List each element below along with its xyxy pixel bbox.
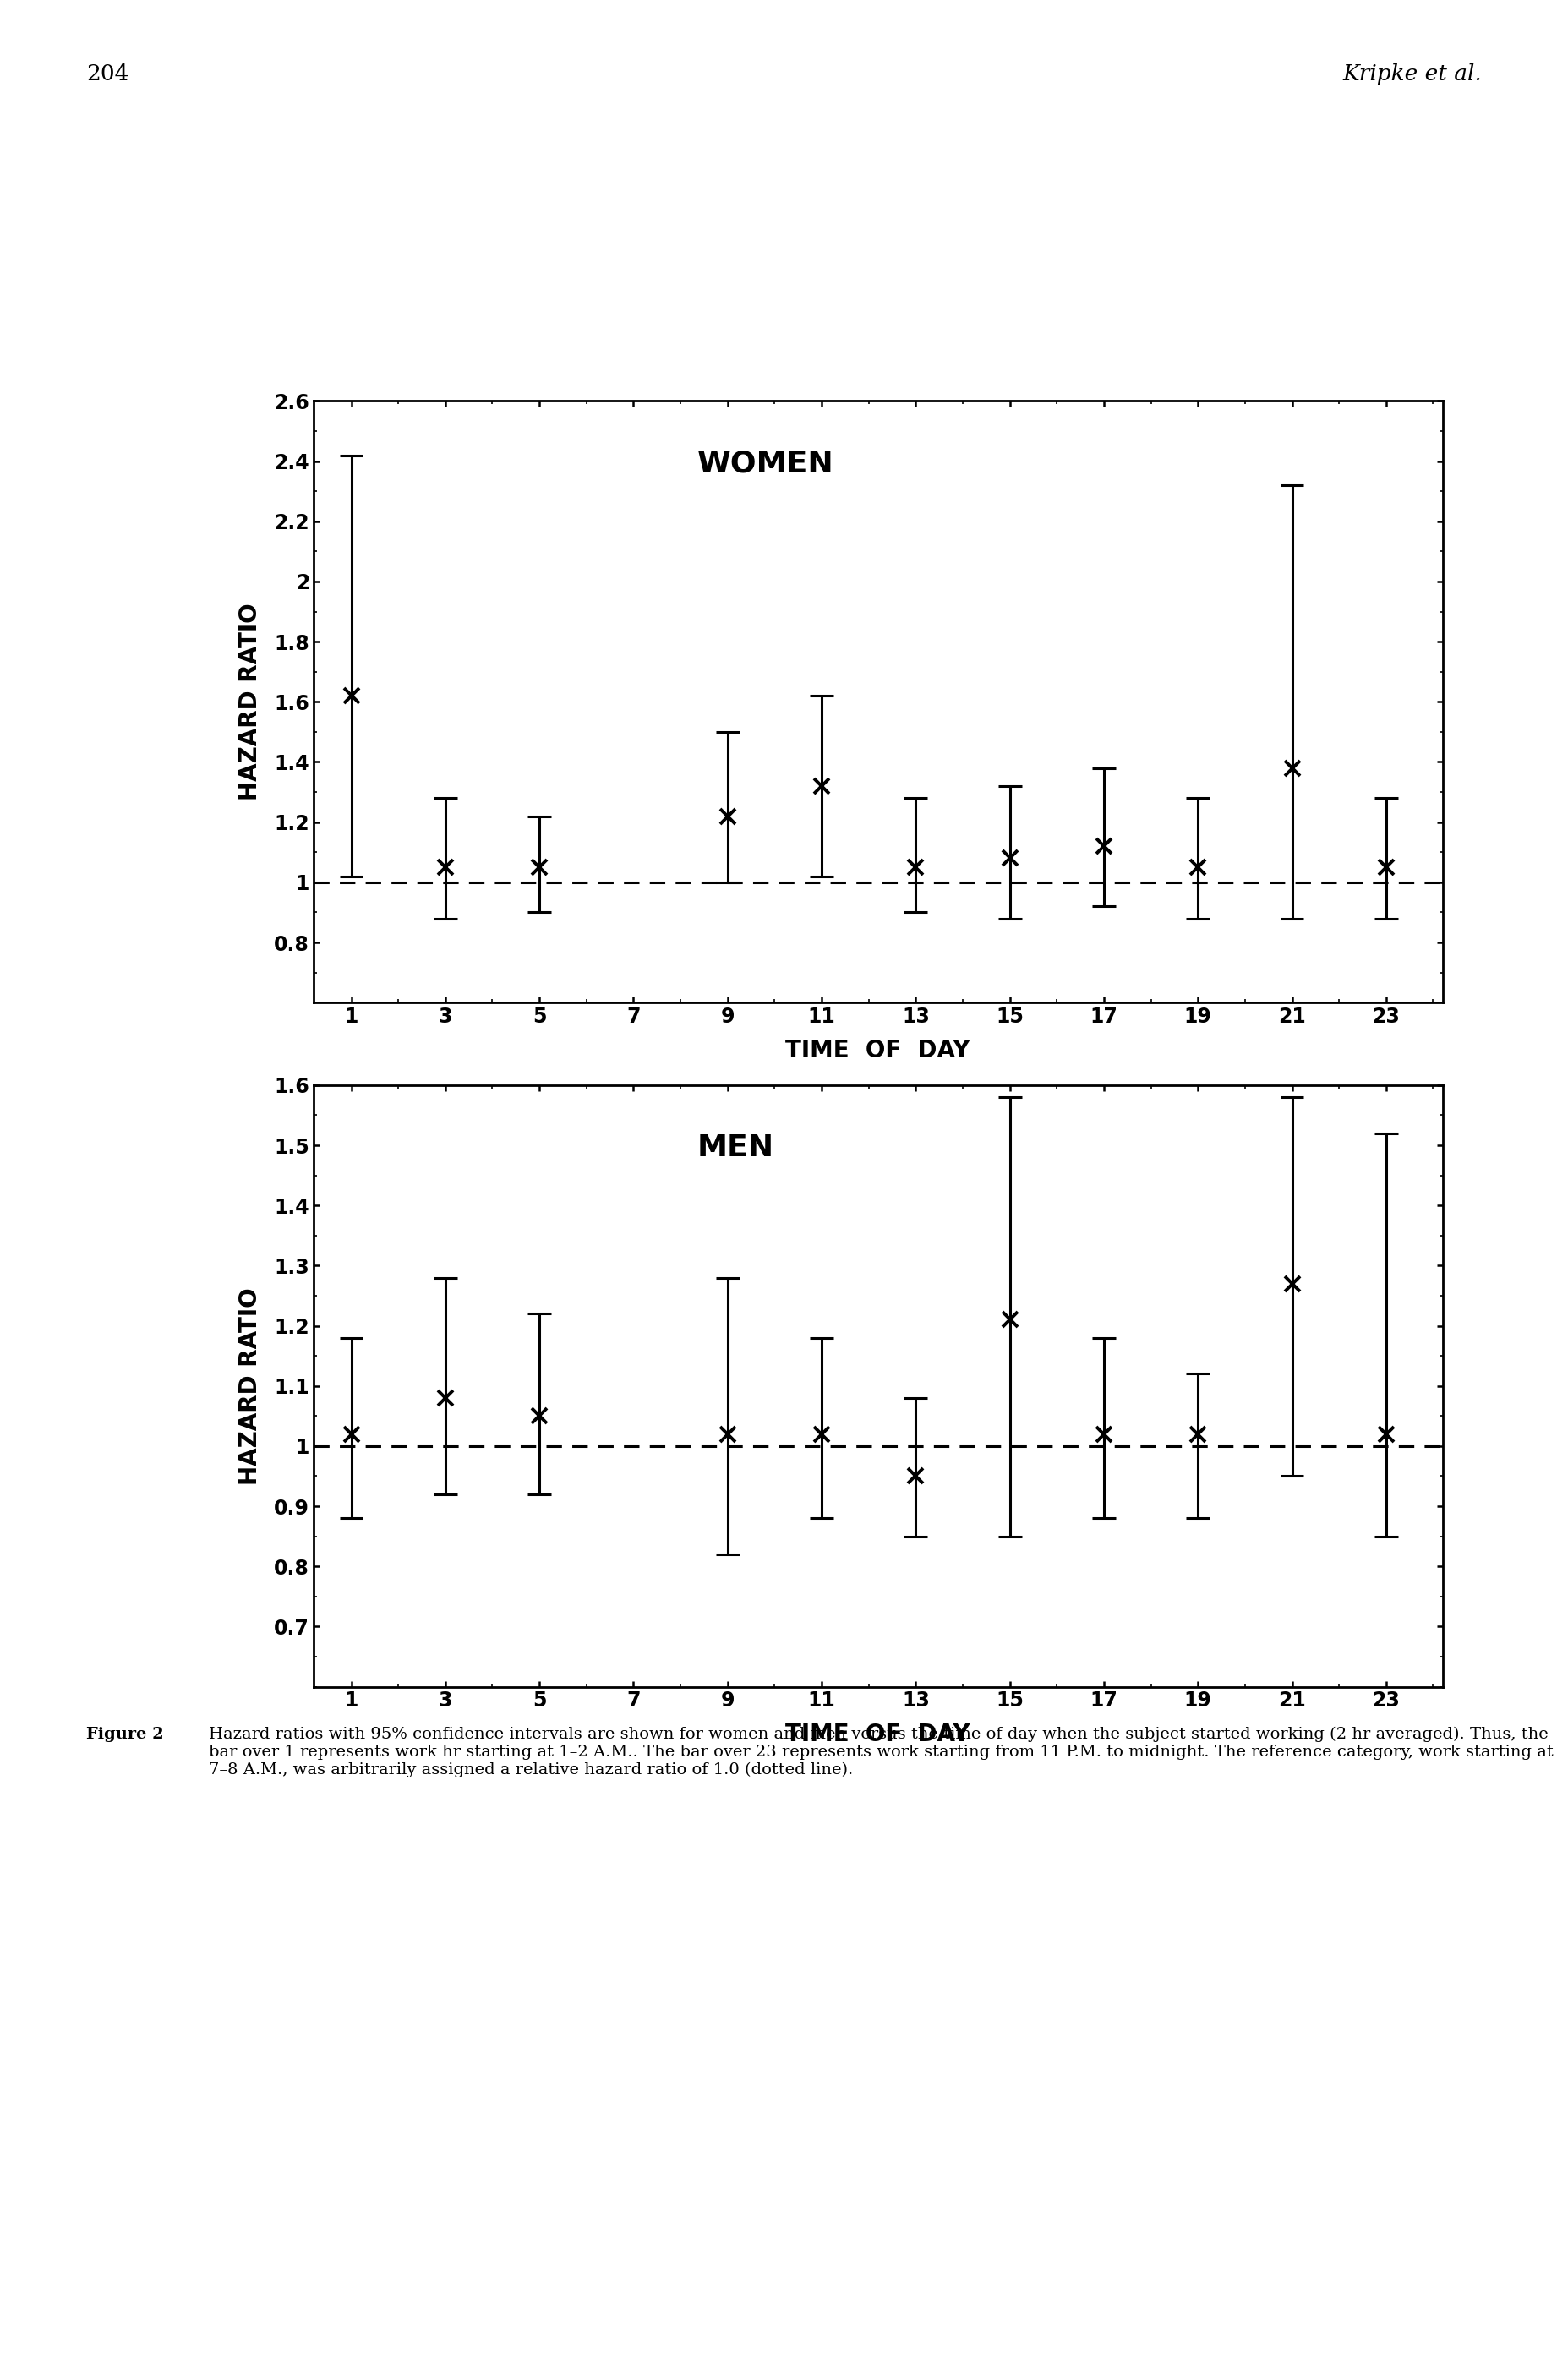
Y-axis label: HAZARD RATIO: HAZARD RATIO — [238, 604, 262, 800]
X-axis label: TIME  OF  DAY: TIME OF DAY — [786, 1038, 971, 1062]
Text: Kripke et al.: Kripke et al. — [1342, 64, 1482, 85]
Text: Figure 2: Figure 2 — [86, 1727, 163, 1741]
Text: MEN: MEN — [698, 1132, 775, 1163]
Text: WOMEN: WOMEN — [698, 448, 834, 479]
X-axis label: TIME  OF  DAY: TIME OF DAY — [786, 1722, 971, 1746]
Text: Hazard ratios with 95% confidence intervals are shown for women and men versus t: Hazard ratios with 95% confidence interv… — [209, 1727, 1554, 1779]
Y-axis label: HAZARD RATIO: HAZARD RATIO — [238, 1288, 262, 1484]
Text: 204: 204 — [86, 64, 129, 85]
